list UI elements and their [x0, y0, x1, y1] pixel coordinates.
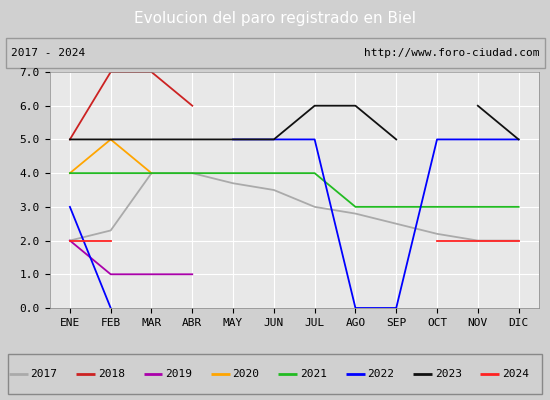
Text: 2017: 2017	[30, 369, 57, 379]
Text: 2019: 2019	[165, 369, 192, 379]
Text: 2020: 2020	[233, 369, 260, 379]
Text: Evolucion del paro registrado en Biel: Evolucion del paro registrado en Biel	[134, 10, 416, 26]
Text: 2017 - 2024: 2017 - 2024	[11, 48, 85, 58]
Text: 2018: 2018	[98, 369, 125, 379]
Text: 2021: 2021	[300, 369, 327, 379]
Text: 2022: 2022	[367, 369, 394, 379]
Text: http://www.foro-ciudad.com: http://www.foro-ciudad.com	[364, 48, 539, 58]
Text: 2023: 2023	[434, 369, 461, 379]
Text: 2024: 2024	[502, 369, 529, 379]
